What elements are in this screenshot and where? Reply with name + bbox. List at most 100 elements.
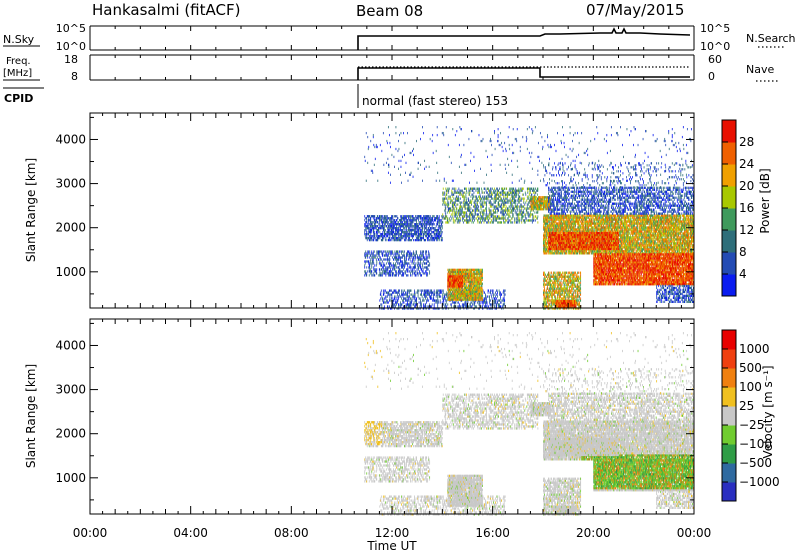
power-cell	[432, 215, 433, 217]
power-cell	[472, 273, 473, 275]
power-cell	[458, 209, 459, 211]
power-cell	[409, 303, 410, 305]
power-cell	[482, 285, 483, 287]
power-cell	[376, 219, 377, 221]
power-cell	[495, 201, 496, 203]
power-cell	[447, 205, 448, 207]
power-cell	[410, 233, 411, 235]
freq-trace	[358, 68, 690, 80]
power-cell	[446, 192, 447, 194]
nsearch-label: N.Search	[746, 32, 796, 45]
power-cell	[423, 250, 424, 252]
power-cell	[368, 260, 369, 262]
power-cell	[385, 239, 386, 241]
power-cell	[447, 203, 448, 205]
power-cell	[533, 215, 534, 217]
power-cell	[485, 297, 486, 299]
power-cell	[444, 197, 445, 199]
power-cell	[380, 297, 381, 299]
power-cell	[372, 235, 373, 237]
power-cell	[383, 237, 384, 239]
power-cell	[496, 197, 497, 199]
power-cell	[453, 197, 454, 199]
power-cell	[421, 215, 422, 217]
power-cell	[494, 217, 495, 219]
power-cell	[431, 237, 432, 239]
power-cell	[464, 215, 465, 217]
power-cell	[440, 221, 441, 223]
power-cell	[387, 254, 388, 256]
power-cell	[369, 268, 370, 270]
power-cell	[371, 239, 372, 241]
power-cell	[372, 258, 373, 260]
power-cell	[428, 291, 429, 293]
power-cell	[452, 205, 453, 207]
power-cell	[403, 295, 404, 297]
power-cell	[508, 221, 509, 223]
power-cell	[423, 235, 424, 237]
power-cell	[447, 219, 448, 221]
power-cell	[411, 266, 412, 268]
power-cell	[504, 299, 505, 301]
power-cell	[427, 297, 428, 299]
power-cell	[397, 262, 398, 264]
power-cell	[388, 254, 389, 256]
power-cell	[515, 190, 516, 192]
power-cell	[451, 217, 452, 219]
power-cell	[399, 229, 400, 231]
power-cell	[517, 203, 518, 205]
power-cell	[492, 197, 493, 199]
power-cell	[370, 260, 371, 262]
power-cell	[400, 229, 401, 231]
power-cell	[451, 190, 452, 192]
power-cell	[458, 196, 459, 198]
power-cell	[398, 254, 399, 256]
power-cell	[418, 227, 419, 229]
power-cell	[398, 239, 399, 241]
power-cell	[423, 305, 424, 307]
power-cell	[413, 262, 414, 264]
power-cell	[416, 235, 417, 237]
power-cell	[490, 217, 491, 219]
power-cell	[512, 217, 513, 219]
power-cell	[429, 231, 430, 233]
power-cell	[484, 219, 485, 221]
power-cell	[491, 293, 492, 295]
power-cell	[469, 205, 470, 207]
power-cell	[526, 209, 527, 211]
power-cell	[524, 213, 525, 215]
power-cell	[422, 264, 423, 266]
power-cell	[472, 285, 473, 287]
power-cell	[388, 258, 389, 260]
power-cell	[367, 270, 368, 272]
power-cell	[369, 215, 370, 217]
power-cell	[379, 299, 380, 301]
power-cell	[481, 203, 482, 205]
power-cell	[464, 199, 465, 201]
power-cell	[394, 221, 395, 223]
power-cell	[464, 285, 465, 287]
power-cell	[443, 297, 444, 299]
power-cell	[458, 295, 459, 297]
power-cell	[370, 235, 371, 237]
power-cell	[412, 299, 413, 301]
power-cell	[428, 254, 429, 256]
power-cell	[424, 291, 425, 293]
power-cell	[455, 273, 456, 275]
power-cell	[436, 289, 437, 291]
power-cell	[518, 199, 519, 201]
power-cell	[406, 227, 407, 229]
power-cell	[481, 207, 482, 209]
power-cell	[459, 209, 460, 211]
power-cell	[443, 188, 444, 190]
power-cell	[531, 213, 532, 215]
power-cell	[488, 196, 489, 198]
power-cell	[446, 291, 447, 293]
power-cell	[414, 301, 415, 303]
power-cell	[420, 289, 421, 291]
power-cell	[409, 239, 410, 241]
power-cell	[366, 219, 367, 221]
power-cell	[426, 293, 427, 295]
power-cell	[450, 297, 451, 299]
power-cell	[471, 219, 472, 221]
